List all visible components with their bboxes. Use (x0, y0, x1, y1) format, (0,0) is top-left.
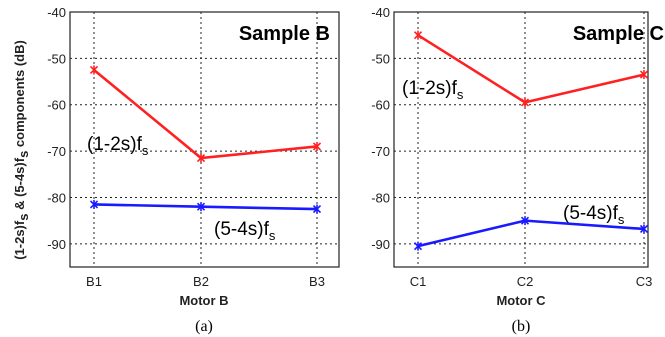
caption: (a) (195, 318, 213, 335)
chart-title: Sample C (573, 23, 664, 45)
series-5-4s (89, 199, 322, 214)
y-tick-label: -90 (371, 237, 390, 252)
series-1-2s (413, 30, 649, 107)
x-tick-label: B2 (193, 274, 209, 289)
chart-panel-sample-c: Sample C Motor C (b) (1-2s)fs (5-4s)fs -… (371, 5, 664, 335)
y-tick-label: -60 (47, 98, 66, 113)
data-point (639, 70, 649, 80)
shared-y-axis-label: (1-2s)fs & (5-4s)fs components (dB) (12, 40, 31, 260)
plot-frame (69, 11, 340, 268)
data-point (413, 241, 423, 251)
data-point (413, 30, 423, 40)
data-point (520, 216, 530, 226)
x-tick-label: C3 (636, 274, 653, 289)
y-tick-label: -80 (371, 190, 390, 205)
series-label-5-4s: (5-4s)fs (563, 203, 625, 227)
plot-frame (393, 11, 649, 268)
y-tick-label: -80 (47, 190, 66, 205)
data-point (196, 153, 206, 163)
chart-title: Sample B (239, 23, 330, 45)
y-tick-label: -40 (47, 5, 66, 20)
y-tick-label: -50 (371, 51, 390, 66)
x-tick-label: B3 (309, 274, 325, 289)
y-tick-label: -50 (47, 51, 66, 66)
y-tick-label: -40 (371, 5, 390, 20)
data-point (196, 202, 206, 212)
y-tick-label: -90 (47, 237, 66, 252)
series-5-4s (413, 216, 649, 251)
x-tick-label: B1 (86, 274, 102, 289)
series-label-5-4s: (5-4s)fs (214, 219, 276, 243)
series-label-1-2s: (1-2s)fs (87, 134, 149, 158)
x-axis-label: Motor B (179, 293, 228, 308)
series-label-1-2s: (1-2s)fs (402, 78, 464, 102)
series-line (93, 203, 318, 211)
chart-panel-sample-b: Sample B Motor B (a) (1-2s)fs (5-4s)fs -… (47, 5, 340, 335)
y-tick-label: -70 (47, 144, 66, 159)
y-tick-label: -70 (371, 144, 390, 159)
data-point (89, 65, 99, 75)
series-1-2s (89, 65, 322, 163)
grid (394, 12, 648, 267)
x-tick-label: C2 (517, 274, 534, 289)
data-point (639, 224, 649, 234)
x-axis-label: Motor C (496, 293, 546, 308)
y-tick-label: -60 (371, 98, 390, 113)
data-point (89, 199, 99, 209)
data-point (312, 141, 322, 151)
data-point (312, 204, 322, 214)
data-point (520, 97, 530, 107)
series-line (417, 219, 645, 248)
caption: (b) (512, 318, 531, 335)
x-tick-label: C1 (410, 274, 427, 289)
